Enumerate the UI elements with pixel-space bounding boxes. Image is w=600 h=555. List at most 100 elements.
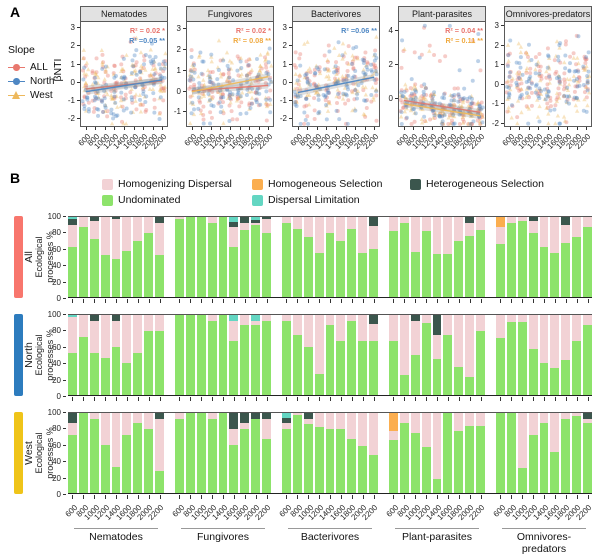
segment-hd bbox=[111, 320, 121, 347]
y-axis-ticks: 4 2 0 bbox=[382, 21, 398, 127]
y-tick-label: 60 bbox=[52, 244, 61, 254]
segment-und bbox=[561, 242, 571, 297]
plot-area: R² = 0.02 * R² = 0.08 ** bbox=[186, 21, 274, 127]
plot-area: R² =0.06 ** bbox=[292, 21, 380, 127]
stacked-bar-2000 bbox=[251, 217, 261, 297]
segment-und bbox=[539, 422, 549, 493]
x-tick-mark bbox=[175, 299, 184, 303]
bar-group-fungivores bbox=[175, 413, 272, 493]
segment-und bbox=[292, 335, 302, 395]
segment-und bbox=[68, 434, 77, 493]
x-tick-mark bbox=[208, 299, 217, 303]
segment-hd bbox=[122, 413, 132, 435]
dispersal-limitation-swatch bbox=[252, 194, 263, 206]
x-tick-mark bbox=[443, 397, 452, 401]
heterogeneous-selection-swatch bbox=[410, 178, 421, 190]
legend-item-west: West bbox=[8, 88, 54, 102]
segment-und bbox=[506, 413, 516, 493]
x-tick-mark bbox=[442, 127, 443, 130]
segment-hes bbox=[251, 220, 261, 223]
segment-hd bbox=[506, 217, 516, 224]
segment-und bbox=[314, 427, 324, 493]
stacked-bar-600 bbox=[175, 413, 184, 493]
y-tick-label: 20 bbox=[52, 375, 61, 385]
segment-hd bbox=[144, 315, 154, 331]
y-tick-mark bbox=[77, 27, 80, 29]
segment-hd bbox=[476, 315, 486, 331]
x-tick-mark bbox=[336, 397, 345, 401]
x-tick-mark bbox=[326, 495, 335, 499]
y-tick-label: 2 bbox=[282, 41, 287, 51]
y-tick-mark bbox=[63, 363, 66, 365]
row-strip-north bbox=[14, 314, 23, 396]
segment-und bbox=[325, 233, 335, 297]
panel-a: A Slope ALL North West βNTI Nematodes 3 2 1… bbox=[0, 0, 600, 164]
stacked-bar-1800 bbox=[454, 217, 464, 297]
y-tick-label: 1 bbox=[70, 59, 75, 69]
stacked-bar-600 bbox=[496, 217, 505, 297]
x-tick-mark bbox=[101, 495, 110, 499]
subplot-title: Fungivores bbox=[186, 6, 274, 21]
x-tick-mark bbox=[561, 299, 570, 303]
west-series-marker-icon bbox=[8, 90, 25, 100]
stacked-bar-1800 bbox=[561, 413, 571, 493]
x-tick-mark bbox=[133, 127, 135, 130]
stacked-bar-1800 bbox=[240, 315, 250, 395]
stacked-bar-1200 bbox=[421, 413, 431, 493]
segment-hes bbox=[410, 315, 420, 322]
segment-hd bbox=[133, 315, 143, 353]
segment-und bbox=[421, 323, 431, 395]
stacked-bar-800 bbox=[399, 217, 409, 297]
stacked-row-west: West Ecological processes % 100 80 60 40 20 0 bbox=[0, 408, 600, 499]
stacked-bar-1600 bbox=[443, 315, 453, 395]
bar-plot-area bbox=[68, 412, 593, 494]
y-tick-label: 100 bbox=[47, 212, 61, 221]
stacked-bar-1200 bbox=[207, 315, 217, 395]
x-tick-mark bbox=[561, 397, 570, 401]
segment-hd bbox=[358, 217, 368, 253]
x-tick-mark bbox=[230, 127, 231, 130]
y-tick-mark bbox=[63, 330, 66, 332]
y-tick-label: 3 bbox=[70, 23, 75, 33]
segment-hd bbox=[421, 315, 431, 323]
x-tick-mark bbox=[336, 495, 345, 499]
segment-hd bbox=[155, 315, 165, 331]
segment-und bbox=[218, 217, 228, 297]
stacked-bar-1400 bbox=[325, 413, 335, 493]
group-underline bbox=[180, 528, 266, 529]
segment-und bbox=[282, 429, 291, 493]
segment-und bbox=[528, 434, 538, 493]
segment-und bbox=[144, 429, 154, 493]
stacked-bar-1600 bbox=[122, 413, 132, 493]
segment-hd bbox=[410, 413, 420, 433]
segment-und bbox=[454, 430, 464, 493]
segment-und bbox=[122, 251, 132, 297]
x-tick-mark bbox=[507, 397, 516, 401]
x-tick-mark bbox=[208, 495, 217, 499]
x-axis-ticks bbox=[68, 397, 592, 401]
x-tick-mark bbox=[326, 397, 335, 401]
x-tick-mark bbox=[315, 397, 324, 401]
segment-hes bbox=[229, 413, 239, 429]
y-tick-mark bbox=[289, 99, 292, 101]
segment-hd bbox=[517, 413, 527, 469]
x-axis-ticks bbox=[504, 127, 592, 130]
y-tick-mark bbox=[395, 63, 398, 65]
y-axis-ticks: 3 2 1 0 -1 bbox=[170, 21, 186, 127]
x-tick-mark bbox=[355, 127, 357, 130]
x-tick-mark bbox=[229, 397, 238, 401]
segment-und bbox=[465, 425, 475, 493]
x-tick-mark bbox=[369, 299, 378, 303]
stacked-bar-1000 bbox=[89, 217, 99, 297]
x-tick-mark bbox=[268, 127, 270, 130]
segment-dl bbox=[229, 217, 239, 222]
stacked-bar-1800 bbox=[133, 413, 143, 493]
stacked-bar-1000 bbox=[517, 413, 527, 493]
scatter-subplot-omnivores-predators: Omnivores-predators 3 2 1 0 -1 -2 600 800 1000 120… bbox=[488, 6, 594, 164]
stacked-bar-600 bbox=[175, 315, 184, 395]
segment-hd bbox=[133, 217, 143, 241]
x-tick-mark bbox=[101, 299, 110, 303]
segment-und bbox=[528, 233, 538, 297]
segment-und bbox=[432, 253, 442, 297]
segment-hd bbox=[550, 315, 560, 368]
